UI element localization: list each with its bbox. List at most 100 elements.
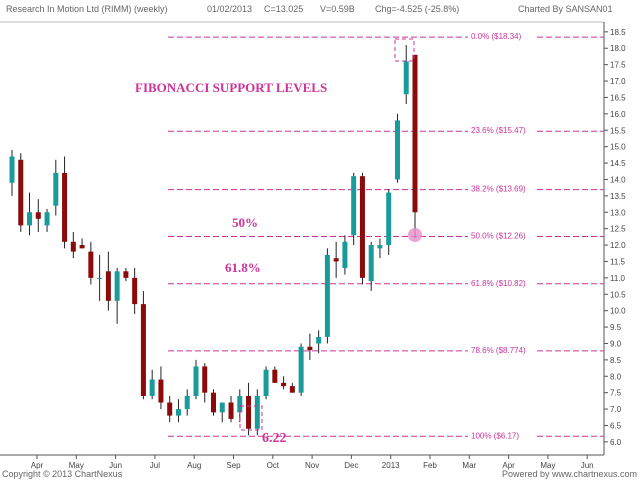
candle-up xyxy=(184,389,190,416)
candle-down xyxy=(167,395,173,423)
x-tick-label: Feb xyxy=(423,461,437,470)
candle-down xyxy=(281,376,287,390)
candle-up xyxy=(394,113,400,183)
candle-body xyxy=(254,395,260,429)
candle-up xyxy=(175,399,181,423)
y-tick-label: 11.5 xyxy=(610,257,626,266)
candle-down xyxy=(307,333,313,360)
candle-body xyxy=(316,336,322,344)
candle-body xyxy=(298,346,304,393)
candle-body xyxy=(351,176,357,236)
fib-level-label: 38.2% ($13.69) xyxy=(471,185,526,194)
x-tick-label: Nov xyxy=(305,461,319,470)
y-tick-label: 6.0 xyxy=(610,438,622,447)
x-tick-label: Aug xyxy=(187,461,201,470)
candle-body xyxy=(105,271,111,301)
y-tick-label: 13.0 xyxy=(610,208,626,217)
candle-up xyxy=(149,369,155,400)
candle-down xyxy=(211,389,216,416)
candle-down xyxy=(18,153,24,232)
candle-body xyxy=(359,176,365,278)
candle-down xyxy=(228,395,234,423)
x-tick-label: Jun xyxy=(109,461,122,470)
candle-body xyxy=(193,366,199,396)
candle-down xyxy=(202,363,208,403)
candle-body xyxy=(202,366,208,393)
candle-down xyxy=(132,268,138,314)
candle-down xyxy=(412,54,418,239)
x-tick-label: Jun xyxy=(581,461,594,470)
y-tick-label: 12.5 xyxy=(610,225,626,234)
candle-body xyxy=(342,241,348,269)
candle-body xyxy=(167,402,173,416)
fib-label-bg xyxy=(468,277,534,288)
candles xyxy=(9,44,418,436)
high-highlight-box xyxy=(394,38,415,62)
y-tick-label: 12.0 xyxy=(610,241,626,250)
y-tick-label: 13.5 xyxy=(610,192,626,201)
candle-body xyxy=(403,61,409,95)
candle-down xyxy=(140,290,146,400)
candle-body xyxy=(246,395,252,429)
candle-up xyxy=(368,241,374,291)
candle-up xyxy=(316,330,322,354)
charted-by: Charted By SANSAN01 xyxy=(518,4,613,14)
candle-body xyxy=(386,192,392,246)
candle-body xyxy=(132,277,138,305)
candle-up xyxy=(377,238,383,259)
x-tick-label: Mar xyxy=(462,461,476,470)
candle-body xyxy=(27,212,33,226)
fib-level-label: 50.0% ($12.26) xyxy=(471,232,526,241)
candle-body xyxy=(228,402,234,419)
candle-up xyxy=(219,402,225,423)
y-tick-label: 9.0 xyxy=(610,339,622,348)
candle-up xyxy=(254,389,260,436)
fib-label-bg xyxy=(468,344,534,355)
candle-body xyxy=(140,304,146,396)
candle-down xyxy=(272,366,278,383)
y-tick-label: 10.0 xyxy=(610,307,626,316)
candle-up xyxy=(403,44,409,105)
candle-up xyxy=(324,248,330,344)
candle-body xyxy=(18,159,24,226)
candle-down xyxy=(105,251,111,311)
annotation-low-value: 6.22 xyxy=(262,431,287,446)
fib-level-label: 100% ($6.17) xyxy=(471,431,519,440)
candle-up xyxy=(263,366,269,400)
candle-down xyxy=(289,382,295,393)
candle-body xyxy=(53,172,59,206)
candle-body xyxy=(324,254,330,337)
annotation-61-8-percent: 61.8% xyxy=(225,260,261,275)
y-tick-label: 14.5 xyxy=(610,159,626,168)
candle-body xyxy=(237,395,243,413)
candle-body xyxy=(79,245,85,249)
x-tick-label: Sep xyxy=(226,461,241,470)
y-tick-label: 18.0 xyxy=(610,44,626,53)
x-tick-label: May xyxy=(69,461,84,470)
chart-title: Research In Motion Ltd (RIMM) (weekly) xyxy=(6,4,168,14)
candle-down xyxy=(158,366,164,410)
candle-up xyxy=(342,235,348,275)
fib-label-bg xyxy=(468,430,534,441)
x-axis-ticks: Apr May Jun Jul Aug Sep Oct Nov Dec 2013 Feb Mar Apr… xyxy=(31,455,594,470)
x-tick-label: Apr xyxy=(31,461,44,470)
candle-up xyxy=(9,149,15,196)
annotation-50-percent: 50% xyxy=(232,215,258,230)
y-tick-label: 8.0 xyxy=(610,372,622,381)
candle-up xyxy=(298,343,304,396)
candle-down xyxy=(123,268,129,282)
candle-down xyxy=(62,156,68,249)
candle-up xyxy=(351,172,357,246)
low-highlight-box xyxy=(239,405,263,431)
powered-by-text: Powered by www.chartnexus.com xyxy=(502,469,637,479)
y-tick-label: 11.0 xyxy=(610,274,626,283)
candle-body xyxy=(394,120,400,180)
candle-down xyxy=(79,238,85,249)
candle-down xyxy=(88,241,94,285)
annotation-title: FIBONACCI SUPPORT LEVELS xyxy=(135,80,327,95)
y-tick-label: 7.0 xyxy=(610,405,622,414)
y-tick-label: 7.5 xyxy=(610,389,622,398)
y-tick-label: 15.5 xyxy=(610,126,626,135)
x-tick-label: Apr xyxy=(502,461,515,470)
